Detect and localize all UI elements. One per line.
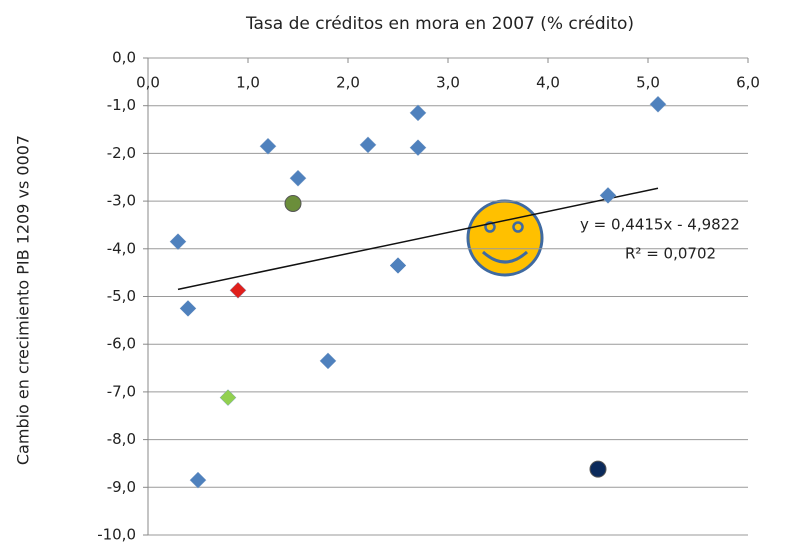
x-tick-label: 1,0 [236,74,260,92]
chart-title: Tasa de créditos en mora en 2007 (% créd… [245,14,634,34]
trendline [177,187,659,291]
trendline-r-squared: R² = 0,0702 [625,245,716,263]
point [284,194,302,212]
point [169,233,187,250]
y-tick-label: -8,0 [107,430,136,448]
point [409,104,427,122]
x-tick-label: 4,0 [536,74,560,92]
point [219,389,237,406]
point [649,95,667,113]
y-tick-label: -2,0 [107,144,136,162]
y-tick-label: -1,0 [107,96,136,114]
point [389,257,407,274]
y-tick-label: -4,0 [107,239,136,257]
x-tick-label: 0,0 [136,74,160,92]
point [229,281,247,299]
y-tick-label: 0,0 [112,49,136,67]
y-tick-label: -6,0 [107,335,136,353]
point [189,471,207,489]
y-tick-label: -9,0 [107,478,136,496]
x-tick-label: 5,0 [636,74,660,92]
y-axis-label: Cambio en crecimiento PIB 1209 vs 0007 [14,135,33,465]
x-tick-label: 3,0 [436,74,460,92]
x-tick-label: 2,0 [336,74,360,92]
point [599,187,617,204]
point [589,460,607,478]
y-tick-label: -3,0 [107,192,136,210]
point [289,169,307,187]
point [319,352,337,370]
point [179,300,197,317]
y-tick-label: -5,0 [107,287,136,305]
point [359,136,377,154]
point [259,137,277,155]
trendline-equation: y = 0,4415x - 4,9822 [580,216,740,234]
y-tick-label: -7,0 [107,382,136,400]
smiley [466,199,544,277]
point [409,139,427,157]
x-tick-label: 6,0 [736,74,760,92]
y-tick-label: -10,0 [97,526,136,544]
